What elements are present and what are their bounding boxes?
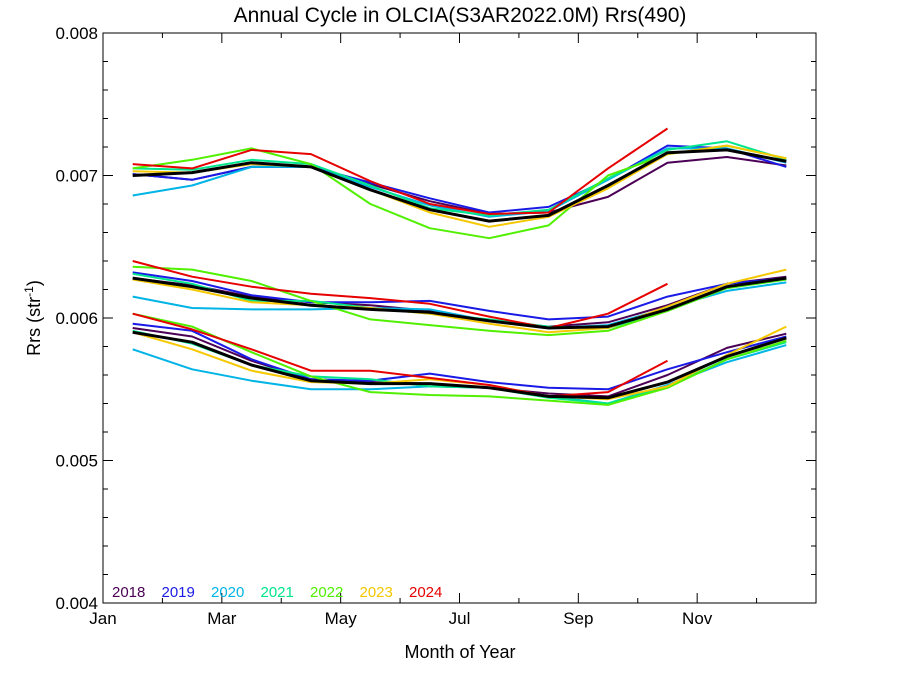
x-tick-label: Jan [89, 609, 116, 628]
x-tick-label: Sep [563, 609, 593, 628]
x-tick-label: Mar [207, 609, 237, 628]
legend-entry-2020: 2020 [211, 584, 244, 601]
series-2021-line-1 [132, 140, 787, 217]
y-tick-label: 0.008 [55, 24, 98, 43]
legend-entry-2018: 2018 [112, 584, 145, 601]
series-2020-line-1 [132, 147, 787, 218]
ticks-layer: Jan Mar May Jul Sep Nov 0.004 0.005 0.006 0.007 0.… [55, 24, 816, 628]
series-2022-line-1 [132, 144, 787, 240]
x-tick-label: May [325, 609, 358, 628]
series-mean-line-2 [132, 276, 787, 330]
series-2023-line-2 [132, 268, 787, 334]
y-tick-label: 0.005 [55, 452, 98, 471]
legend-entry-2024: 2024 [409, 584, 442, 601]
series-2024-line-2 [132, 260, 668, 329]
series-2024-line-3 [132, 312, 668, 398]
y-axis-label: Rrs (str-1) [22, 280, 44, 356]
legend-entry-2022: 2022 [310, 584, 343, 601]
series-mean-line-1 [132, 148, 787, 223]
y-tick-label: 0.007 [55, 167, 98, 186]
series-2024-line-1 [132, 127, 669, 215]
series-2019-line-3 [132, 322, 787, 391]
chart-title: Annual Cycle in OLCIA(S3AR2022.0M) Rrs(4… [234, 4, 687, 27]
y-axis-label-main: Rrs (str [24, 297, 44, 356]
x-axis-label: Month of Year [404, 642, 515, 662]
legend: 2018 2019 2020 2021 2022 2023 2024 [112, 584, 442, 601]
y-tick-label: 0.006 [55, 309, 98, 328]
y-tick-label: 0.004 [55, 594, 98, 613]
legend-entry-2019: 2019 [162, 584, 195, 601]
series-2019-line-2 [132, 271, 787, 321]
series-mean-line-3 [132, 330, 787, 400]
y-axis-label-superscript: -1 [22, 286, 36, 297]
legend-entry-2023: 2023 [360, 584, 393, 601]
series-2022-line-3 [132, 312, 787, 406]
y-axis-label-close: ) [24, 280, 44, 286]
series-layer [132, 127, 787, 406]
x-tick-label: Jul [449, 609, 471, 628]
x-tick-label: Nov [682, 609, 713, 628]
legend-entry-2021: 2021 [261, 584, 294, 601]
